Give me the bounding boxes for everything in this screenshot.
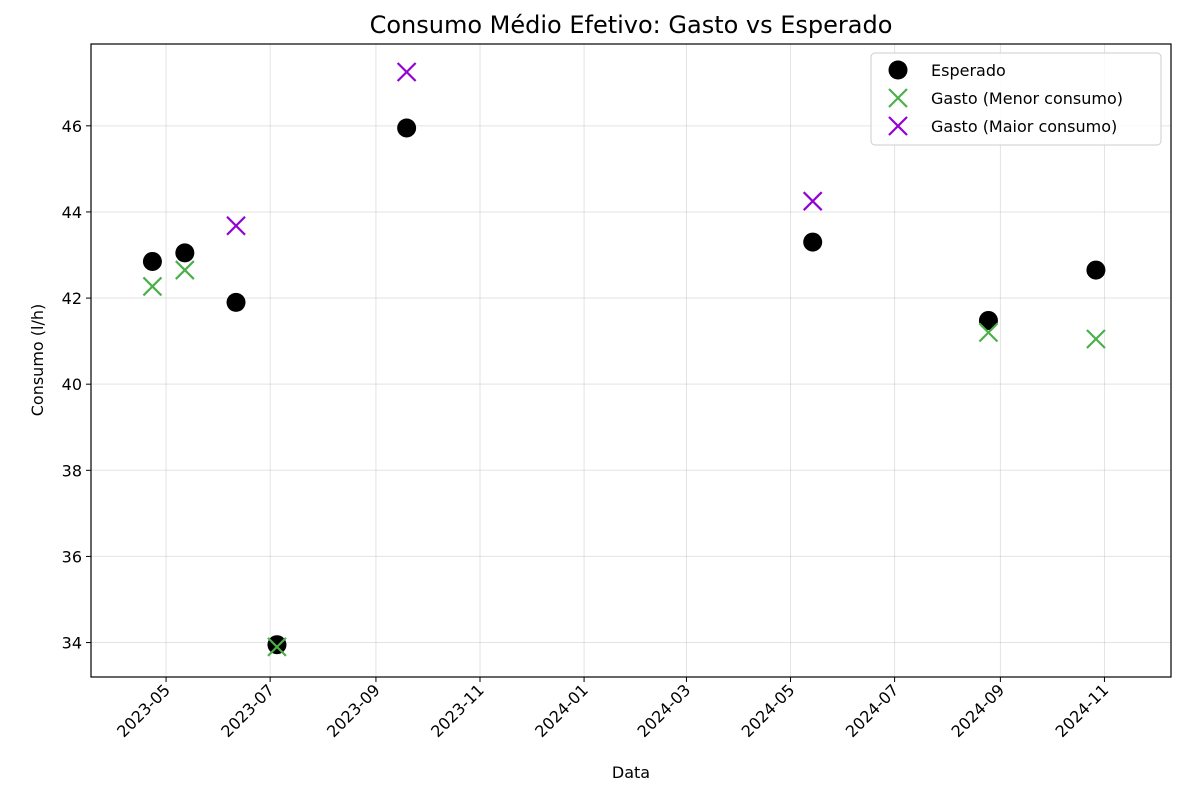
data-point <box>142 251 162 271</box>
series-1 <box>142 260 1106 657</box>
data-point <box>226 292 246 312</box>
data-point <box>175 243 195 263</box>
data-points <box>142 62 1106 657</box>
marker-stroke <box>396 62 417 82</box>
legend: Esperado Gasto (Menor consumo) Gasto (Maio… <box>870 52 1162 146</box>
data-point <box>978 322 999 343</box>
x-tick-label: 2024-01 <box>531 680 592 741</box>
data-point <box>803 232 823 252</box>
data-point <box>802 191 823 211</box>
x-tick-label: 2024-05 <box>738 680 799 741</box>
y-axis-label: Consumo (l/h) <box>28 304 47 417</box>
x-tick-label: 2024-07 <box>842 680 903 741</box>
x-tick-label: 2024-11 <box>1052 680 1113 741</box>
marker-stroke <box>978 322 999 343</box>
x-tick-label: 2024-03 <box>634 680 695 741</box>
marker-stroke <box>888 116 908 136</box>
data-point <box>267 635 287 655</box>
data-point <box>978 310 998 330</box>
y-tick-label: 42 <box>62 289 82 308</box>
data-point <box>226 215 246 236</box>
legend-marker <box>888 60 908 80</box>
legend-marker <box>888 116 908 136</box>
data-point <box>175 260 195 280</box>
plot-frame <box>90 43 1172 678</box>
data-point <box>1086 329 1106 349</box>
data-point <box>267 637 287 657</box>
y-tick-label: 34 <box>62 634 82 653</box>
data-point <box>397 118 417 138</box>
x-tick-label: 2023-11 <box>427 680 488 741</box>
marker-stroke <box>888 88 908 108</box>
marker-stroke <box>267 637 287 657</box>
y-tick-label: 44 <box>62 203 82 222</box>
y-tick-label: 40 <box>62 375 82 394</box>
marker-stroke <box>226 215 246 236</box>
x-tick-label: 2023-07 <box>217 680 278 741</box>
y-tick-label: 36 <box>62 547 82 566</box>
x-tick-label: 2023-09 <box>323 680 384 741</box>
legend-label: Gasto (Maior consumo) <box>931 117 1117 136</box>
axis-ticks: 2023-05 2023-07 2023-09 2023-11 2024-01 2024-… <box>62 117 1113 741</box>
y-tick-label: 38 <box>62 461 82 480</box>
data-point <box>1086 260 1106 280</box>
marker-stroke <box>142 276 163 297</box>
x-tick-label: 2024-09 <box>948 680 1009 741</box>
series-0 <box>142 118 1106 655</box>
legend-marker <box>888 88 908 108</box>
series-2 <box>226 62 823 236</box>
x-axis-label: Data <box>612 763 650 782</box>
legend-label: Gasto (Menor consumo) <box>931 89 1123 108</box>
y-tick-label: 46 <box>62 117 82 136</box>
x-tick-label: 2023-05 <box>113 680 174 741</box>
marker-stroke <box>175 260 195 280</box>
data-point <box>396 62 417 82</box>
legend-box <box>870 52 1162 146</box>
data-point <box>142 276 163 297</box>
marker-stroke <box>802 191 823 211</box>
chart-title: Consumo Médio Efetivo: Gasto vs Esperado <box>370 11 893 39</box>
legend-label: Esperado <box>931 61 1006 80</box>
marker-stroke <box>1086 329 1106 349</box>
